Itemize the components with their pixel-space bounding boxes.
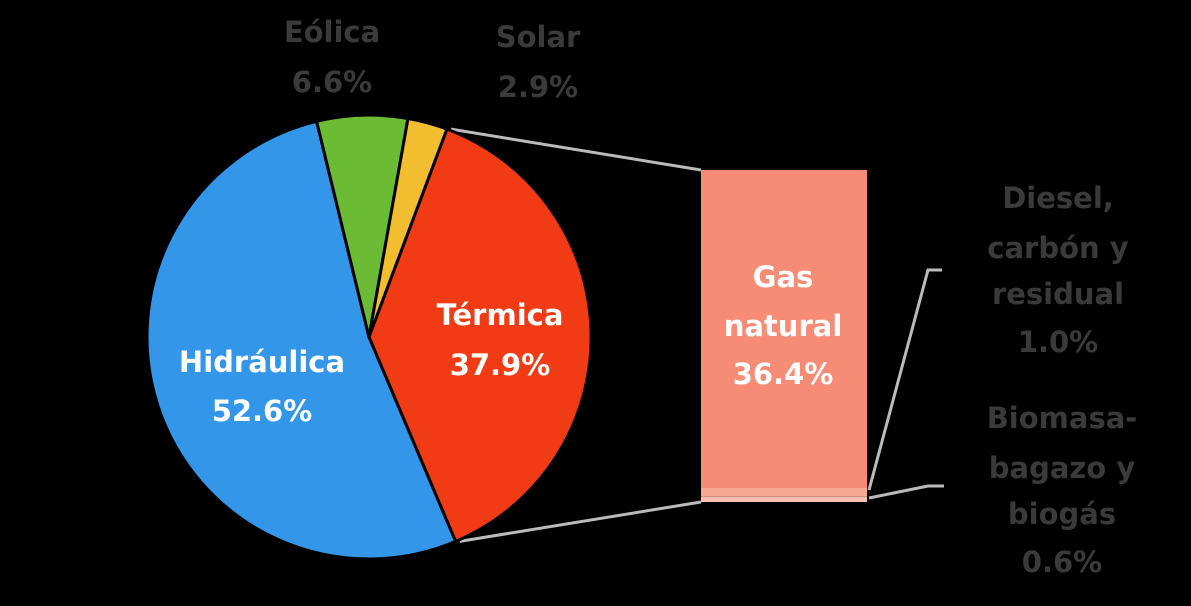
label-diesel-value: 1.0% [1018, 325, 1098, 359]
bar-segment-diesel [701, 488, 867, 497]
label-biomasa-name-line3: biogás [1008, 497, 1116, 531]
label-diesel-name-line3: residual [992, 277, 1124, 311]
label-gas-name-line2: natural [724, 309, 843, 343]
label-biomasa-value: 0.6% [1022, 545, 1102, 579]
label-gas-name-line1: Gas [753, 260, 814, 294]
breakdown-bar [701, 170, 867, 502]
label-diesel-name-line1: Diesel, [1002, 181, 1114, 215]
label-hidraulica-value: 52.6% [212, 394, 313, 428]
label-termica-name: Térmica [437, 298, 564, 332]
pie [145, 113, 593, 561]
pie-slice-termica [367, 127, 593, 544]
label-hidraulica-name: Hidráulica [179, 345, 345, 379]
label-eolica-value: 6.6% [292, 65, 372, 99]
leader-diesel [867, 268, 942, 491]
label-eolica-name: Eólica [284, 15, 380, 49]
label-solar-name: Solar [496, 20, 581, 54]
leader-biomasa [868, 484, 944, 500]
label-termica-value: 37.9% [450, 348, 551, 382]
label-biomasa-name-line1: Biomasa- [987, 401, 1138, 435]
pie-slice-hidraulica [145, 119, 458, 561]
connector-bottom [459, 500, 702, 543]
label-gas-value: 36.4% [733, 357, 834, 391]
connector-top [450, 127, 702, 172]
bar-segment-biomasa [701, 496, 867, 502]
bar-segment-gas-natural [701, 170, 867, 488]
label-diesel-name-line2: carbón y [987, 231, 1128, 265]
label-solar-value: 2.9% [498, 70, 578, 104]
label-biomasa-name-line2: bagazo y [989, 451, 1136, 485]
connector-lines [450, 127, 944, 543]
